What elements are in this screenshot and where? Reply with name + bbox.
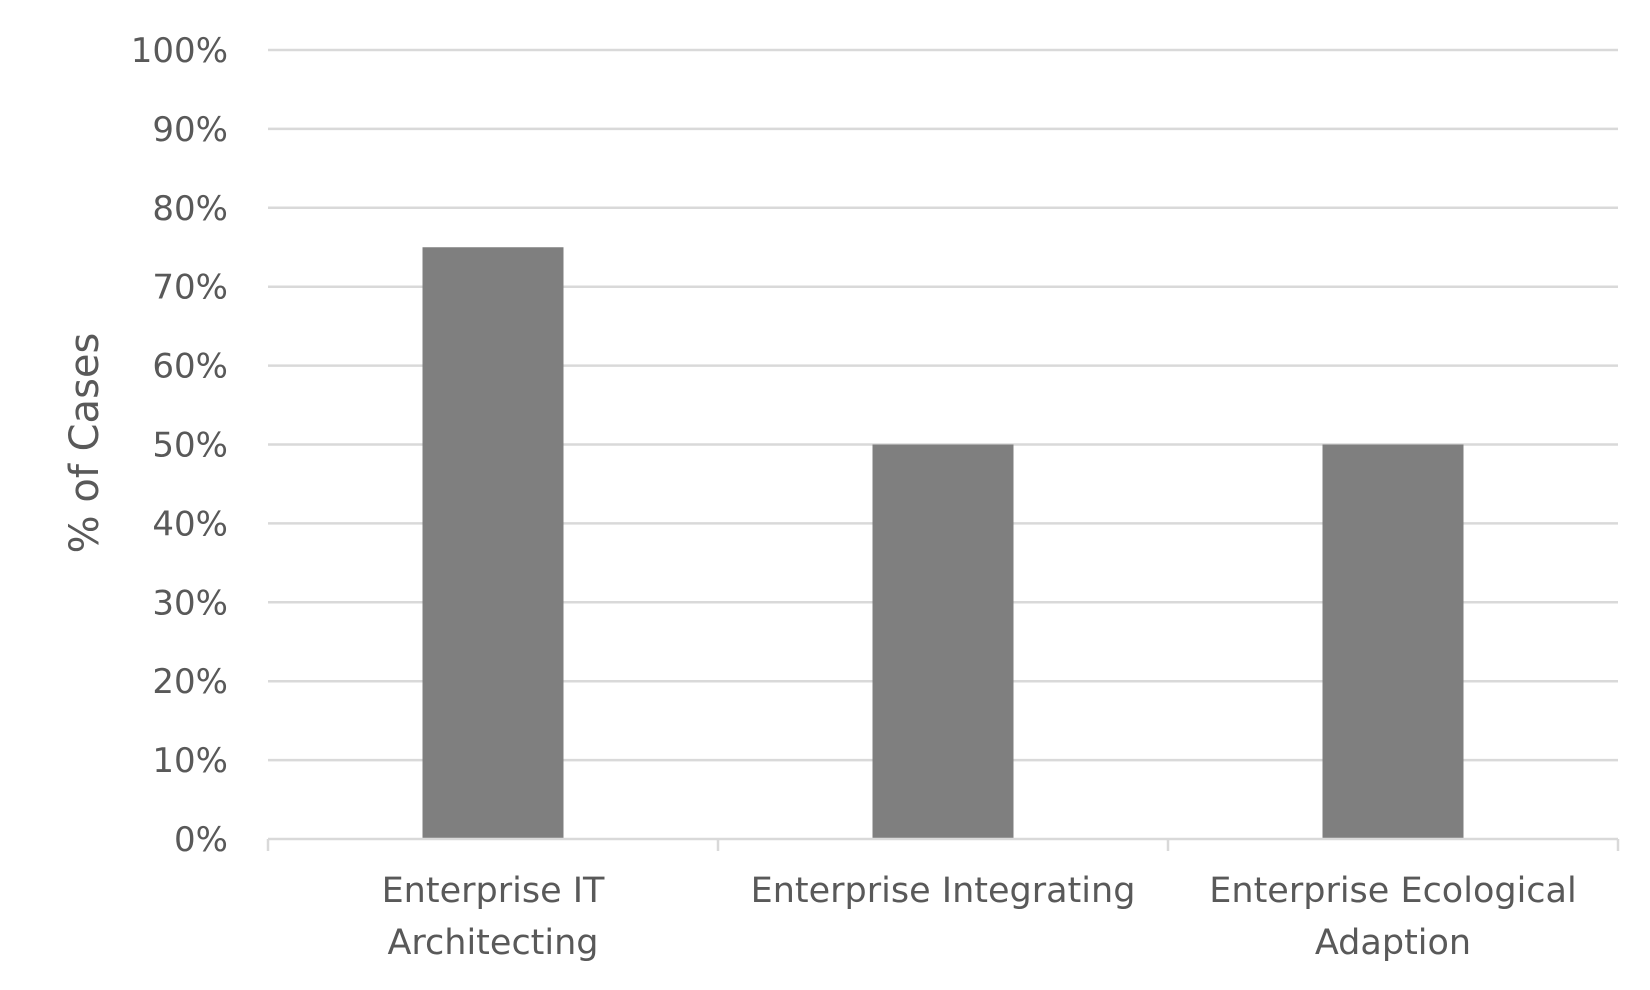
y-tick-label: 100%: [131, 31, 228, 71]
y-tick-label: 80%: [152, 189, 228, 229]
x-category-label-line: Adaption: [1315, 923, 1471, 963]
bars: [422, 247, 1464, 839]
x-category-label-line: Enterprise IT: [382, 871, 605, 911]
x-category-label-line: Enterprise Integrating: [751, 871, 1136, 911]
x-category-label: Enterprise Ecological Adaption: [1209, 871, 1576, 963]
y-tick-label: 50%: [152, 426, 228, 466]
x-category-label-line: Architecting: [387, 923, 598, 963]
bar: [872, 444, 1014, 839]
y-tick-label: 40%: [152, 504, 228, 544]
x-category-label-line: Enterprise Ecological: [1209, 871, 1576, 911]
bar: [1322, 444, 1464, 839]
y-axis-tick-labels: 0% 10% 20% 30% 40% 50% 60% 70% 80% 90% 100%: [131, 31, 228, 860]
y-tick-label: 20%: [152, 662, 228, 702]
y-axis-title: % of Cases: [62, 333, 108, 554]
y-tick-label: 70%: [152, 268, 228, 308]
x-category-label: Enterprise Integrating: [751, 871, 1136, 911]
x-axis: [266, 837, 1620, 851]
y-tick-label: 0%: [174, 820, 228, 860]
y-tick-label: 60%: [152, 347, 228, 387]
x-axis-category-labels: Enterprise IT Architecting Enterprise Inte…: [382, 871, 1577, 963]
y-tick-label: 90%: [152, 110, 228, 150]
bar: [422, 247, 564, 839]
y-tick-label: 30%: [152, 583, 228, 623]
x-category-label: Enterprise IT Architecting: [382, 871, 605, 963]
y-tick-label: 10%: [152, 741, 228, 781]
